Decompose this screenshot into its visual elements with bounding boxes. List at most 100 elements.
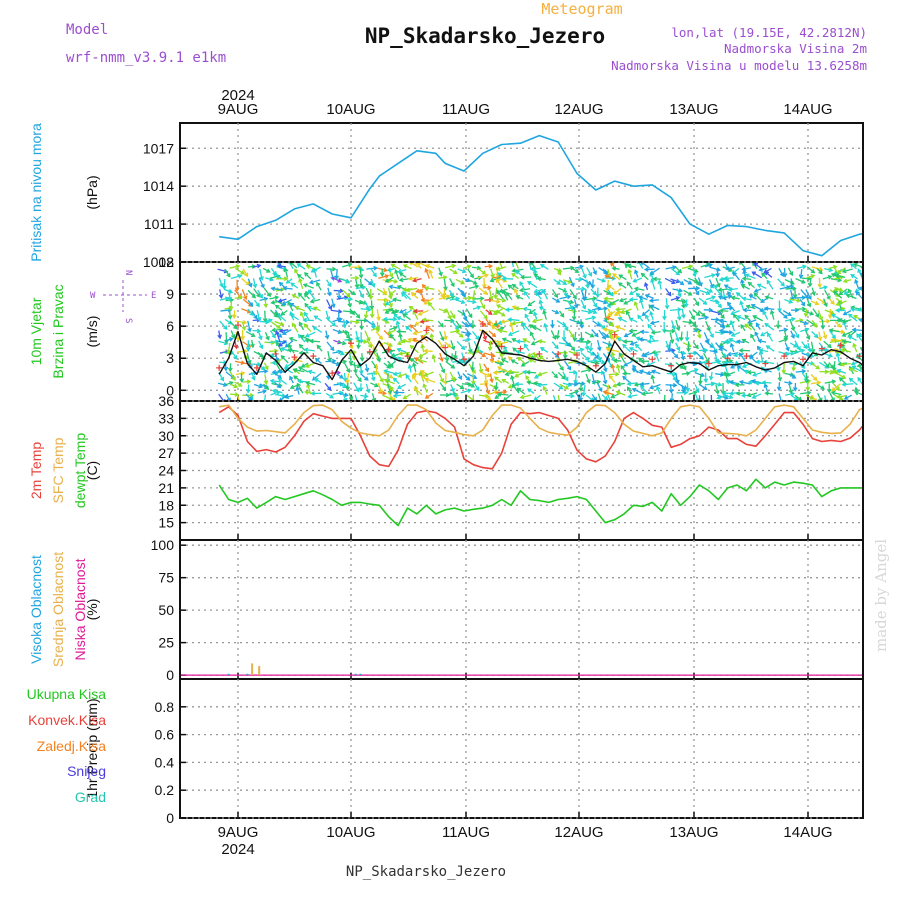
wind-arrow-head bbox=[626, 263, 632, 269]
wind-arrow bbox=[269, 296, 279, 300]
wind-arrow-head bbox=[459, 384, 465, 389]
wind-arrow bbox=[298, 292, 306, 301]
wind-arrow bbox=[346, 373, 350, 383]
wind-arrow-head bbox=[511, 283, 517, 289]
wind-arrow-head bbox=[602, 379, 608, 385]
wind-arrow bbox=[274, 381, 281, 388]
wind-arrow bbox=[710, 371, 713, 380]
wind-arrow-head bbox=[467, 388, 472, 394]
wind-arrow bbox=[627, 264, 637, 268]
wind-arrow bbox=[384, 370, 395, 375]
wind-arrow bbox=[669, 332, 674, 343]
wind-arrow-head bbox=[879, 267, 882, 270]
wind-arrow-head bbox=[866, 363, 869, 367]
wind-arrow-head bbox=[233, 355, 238, 360]
wind-arrow bbox=[809, 277, 812, 287]
y-tick-label: 100 bbox=[151, 537, 175, 553]
gust-marker bbox=[800, 356, 806, 363]
wind-arrow bbox=[508, 318, 520, 322]
wind-arrow-head bbox=[366, 337, 371, 342]
wind-arrow-head bbox=[379, 272, 385, 277]
wind-arrow-head bbox=[388, 342, 393, 348]
wind-arrow-head bbox=[458, 358, 464, 364]
wind-arrow bbox=[598, 329, 606, 340]
wind-arrow bbox=[378, 275, 389, 279]
wind-arrow-head bbox=[822, 334, 828, 340]
wind-arrow-head bbox=[510, 374, 515, 380]
wind-arrow bbox=[478, 351, 486, 358]
wind-arrow bbox=[418, 263, 429, 268]
wind-arrow bbox=[331, 361, 340, 366]
wind-arrow-head bbox=[424, 377, 429, 382]
wind-arrow-head bbox=[694, 367, 699, 373]
wind-arrow bbox=[811, 266, 823, 271]
wind-arrow-head bbox=[298, 277, 303, 283]
wind-arrow bbox=[799, 298, 806, 306]
wind-arrow-head bbox=[234, 287, 240, 292]
wind-arrow-head bbox=[312, 326, 317, 331]
wind-arrow-head bbox=[695, 281, 700, 287]
wind-arrow-head bbox=[542, 385, 547, 391]
wind-arrow-head bbox=[728, 337, 734, 343]
wind-arrow-head bbox=[475, 386, 480, 392]
wind-arrow-head bbox=[289, 384, 295, 390]
wind-arrow-head bbox=[740, 324, 745, 329]
wind-arrow-head bbox=[310, 391, 316, 396]
wind-arrow-head bbox=[788, 389, 794, 395]
wind-arrow bbox=[506, 292, 513, 301]
wind-arrow-head bbox=[754, 331, 759, 336]
wind-arrow-head bbox=[641, 311, 647, 317]
wind-arrow-head bbox=[522, 322, 527, 327]
wind-arrow bbox=[377, 392, 386, 395]
wind-arrow-head bbox=[818, 316, 824, 321]
wind-arrow bbox=[694, 372, 705, 377]
wind-arrow-head bbox=[573, 303, 579, 309]
wind-arrow bbox=[477, 274, 489, 279]
wind-arrow bbox=[241, 321, 246, 330]
wind-arrow-head bbox=[497, 272, 502, 277]
wind-arrow-head bbox=[612, 290, 618, 295]
wind-arrow bbox=[879, 336, 887, 341]
wind-arrow-head bbox=[692, 272, 697, 278]
wind-arrow-head bbox=[398, 351, 403, 356]
wind-arrow bbox=[592, 307, 601, 311]
wind-arrow bbox=[811, 362, 820, 370]
wind-arrow-head bbox=[679, 280, 685, 286]
wind-arrow bbox=[398, 268, 407, 273]
wind-arrow-head bbox=[359, 357, 365, 362]
wind-arrow-head bbox=[695, 285, 701, 291]
wind-arrow-head bbox=[298, 321, 303, 326]
y-tick-label: 0.8 bbox=[155, 699, 175, 715]
wind-arrow-head bbox=[638, 357, 643, 362]
wind-arrow bbox=[532, 318, 543, 323]
wind-arrow bbox=[580, 352, 590, 361]
wind-arrow-head bbox=[686, 371, 691, 376]
wind-arrow bbox=[245, 331, 255, 337]
wind-arrow-head bbox=[289, 311, 294, 316]
wind-arrow bbox=[391, 263, 401, 270]
wind-arrow bbox=[703, 352, 710, 363]
wind-arrow-head bbox=[331, 303, 336, 309]
wind-arrow-head bbox=[698, 282, 703, 287]
wind-arrow-head bbox=[671, 279, 676, 285]
wind-arrow-head bbox=[750, 303, 756, 309]
wind-arrow bbox=[569, 390, 579, 395]
wind-arrow-head bbox=[615, 363, 621, 369]
wind-arrow bbox=[370, 278, 375, 287]
wind-arrow-head bbox=[883, 280, 886, 283]
wind-arrow bbox=[681, 372, 690, 375]
wind-arrow bbox=[779, 286, 790, 290]
wind-arrow bbox=[629, 347, 638, 352]
wind-arrow-head bbox=[790, 326, 796, 332]
wind-arrow-head bbox=[676, 346, 681, 352]
wind-arrow-head bbox=[326, 291, 332, 297]
wind-arrow bbox=[534, 288, 543, 293]
wind-arrow-head bbox=[572, 369, 578, 375]
wind-arrow-head bbox=[503, 396, 508, 400]
top-day-labels: 9AUG 10AUG 11AUG 12AUG 13AUG 14AUG bbox=[218, 101, 833, 118]
wind-arrow-head bbox=[532, 268, 538, 274]
wind-arrow bbox=[369, 267, 377, 277]
wind-arrow-head bbox=[439, 357, 444, 362]
wind-arrow bbox=[290, 282, 299, 289]
